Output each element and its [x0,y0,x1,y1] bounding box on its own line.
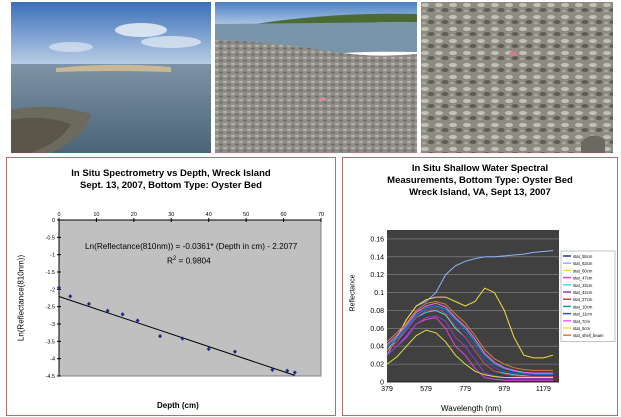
spectral-y-tick-label: 0.1 [374,290,384,297]
depth-data-point [180,336,185,341]
spectral-x-tick-label: 379 [381,386,393,393]
depth-x-tick-label: 0 [57,212,60,218]
depth-x-tick-label: 50 [243,212,249,218]
spectral-legend-label: stat_63cm [573,261,593,266]
depth-data-point [285,368,290,373]
spectral-legend-label: stat_60cm [573,268,593,273]
depth-data-point [68,294,73,299]
depth-chart-title: In Situ Spectrometry vs Depth, Wreck Isl… [7,168,335,192]
depth-data-point [57,285,61,290]
depth-chart-x-label: Depth (cm) [157,401,199,410]
spectral-legend-label: stat_7cm [573,319,591,324]
depth-x-tick-label: 60 [281,212,287,218]
depth-data-point [292,370,297,375]
depth-chart-y-label: Ln(Reflectance(810nm)) [16,254,26,342]
depth-data-point [105,308,110,314]
spectral-y-tick-label: 0.06 [370,326,384,333]
spectral-chart-title: In Situ Shallow Water Spectral Measureme… [343,163,617,199]
depth-trendline [58,296,295,376]
spectral-x-tick-label: 579 [420,386,432,393]
spectral-x-tick-label: 1179 [536,386,551,393]
depth-y-tick-label: -3 [50,322,55,328]
spectral-series-line [386,287,554,359]
spectral-series-line [386,300,554,371]
spectral-series-line [386,329,554,378]
depth-x-tick-label: 70 [318,212,324,218]
depth-plot-area [58,219,322,377]
spectral-chart-y-label: Reflectance [349,274,357,312]
depth-chart-panel: In Situ Spectrometry vs Depth, Wreck Isl… [6,157,336,416]
spectral-legend-label: stat_shell_beam [573,333,604,338]
depth-y-tick-label: -2.5 [46,305,55,311]
spectral-y-tick-label: 0.08 [370,308,384,315]
spectral-chart-title-line-2: Measurements, Bottom Type: Oyster Bed [387,175,573,186]
spectral-legend-label: stat_42cm [573,290,593,295]
spectral-y-tick-label: 0 [380,380,384,387]
depth-y-tick-label: -2 [50,287,55,293]
depth-data-point [135,318,140,323]
spectral-legend-label: stat_11cm [573,312,593,317]
depth-y-tick-label: -4 [50,357,55,363]
photo-shoreline-water [11,2,211,153]
depth-data-point [232,349,237,354]
depth-data-point [120,312,125,317]
depth-x-tick-label: 30 [168,212,174,218]
spectral-legend-box [560,250,616,342]
depth-data-point [206,346,211,352]
spectral-x-tick-label: 979 [498,386,510,393]
depth-chart-title-line-1: In Situ Spectrometry vs Depth, Wreck Isl… [71,168,271,179]
spectral-chart-title-line-3: Wreck Island, VA, Sept 13, 2007 [409,187,551,198]
spectral-legend-label: stat_55cm [573,254,593,259]
spectral-y-tick-label: 0.04 [370,344,384,351]
spectral-series-line [386,306,554,376]
depth-y-tick-label: -0.5 [46,235,55,241]
depth-x-tick-label: 10 [93,212,99,218]
depth-x-tick-label: 40 [206,212,212,218]
spectral-series-line [386,305,554,375]
depth-chart-title-line-2: Sept. 13, 2007, Bottom Type: Oyster Bed [80,180,262,191]
photo-oyster-shell-beach [215,2,417,153]
spectral-y-tick-label: 0.12 [370,272,384,279]
depth-y-tick-label: 0 [52,218,55,224]
spectral-legend-label: stat_5cm [573,326,591,331]
depth-y-tick-label: -1.5 [46,270,55,276]
depth-x-tick-label: 20 [131,212,137,218]
depth-y-tick-label: -3.5 [46,339,55,345]
spectral-series-line [386,315,554,379]
spectral-y-tick-label: 0.02 [370,362,384,369]
photo-oyster-shells-closeup [421,2,613,153]
spectral-y-tick-label: 0.14 [370,254,384,261]
spectral-legend-label: stat_10cm [573,304,593,309]
depth-data-point [86,301,91,307]
spectral-series-line [386,302,554,374]
spectral-series-line [386,308,554,378]
trendline-equation: Ln(Reflectance(810nm)) = -0.0361* (Depth… [85,242,298,251]
spectral-chart-x-label: Wavelength (nm) [441,404,502,413]
depth-scatter-plot: 0 10 20 30 40 50 60 70 0 -0.5 -1 -1.5 -2 -2.5 -3 -3.5 -4… [46,212,325,380]
spectral-chart-panel: In Situ Shallow Water Spectral Measureme… [342,157,618,416]
spectral-legend-label: stat_27cm [573,297,593,302]
spectral-y-tick-label: 0.16 [370,236,384,243]
spectral-chart-title-line-1: In Situ Shallow Water Spectral [411,163,549,174]
spectral-line-plot: 0 0.02 0.04 0.06 0.08 0.1 0.12 0.14 0.16 379 579 77… [370,230,616,393]
r-squared-label: R2 = 0.9804 [167,256,211,266]
spectral-x-tick-label: 779 [459,386,471,393]
depth-y-tick-label: -1 [50,253,55,259]
spectral-legend-label: stat_47cm [573,276,593,281]
spectral-legend-label: stat_33cm [573,283,593,288]
depth-data-point [270,367,275,372]
depth-y-tick-label: -4.5 [46,374,55,380]
